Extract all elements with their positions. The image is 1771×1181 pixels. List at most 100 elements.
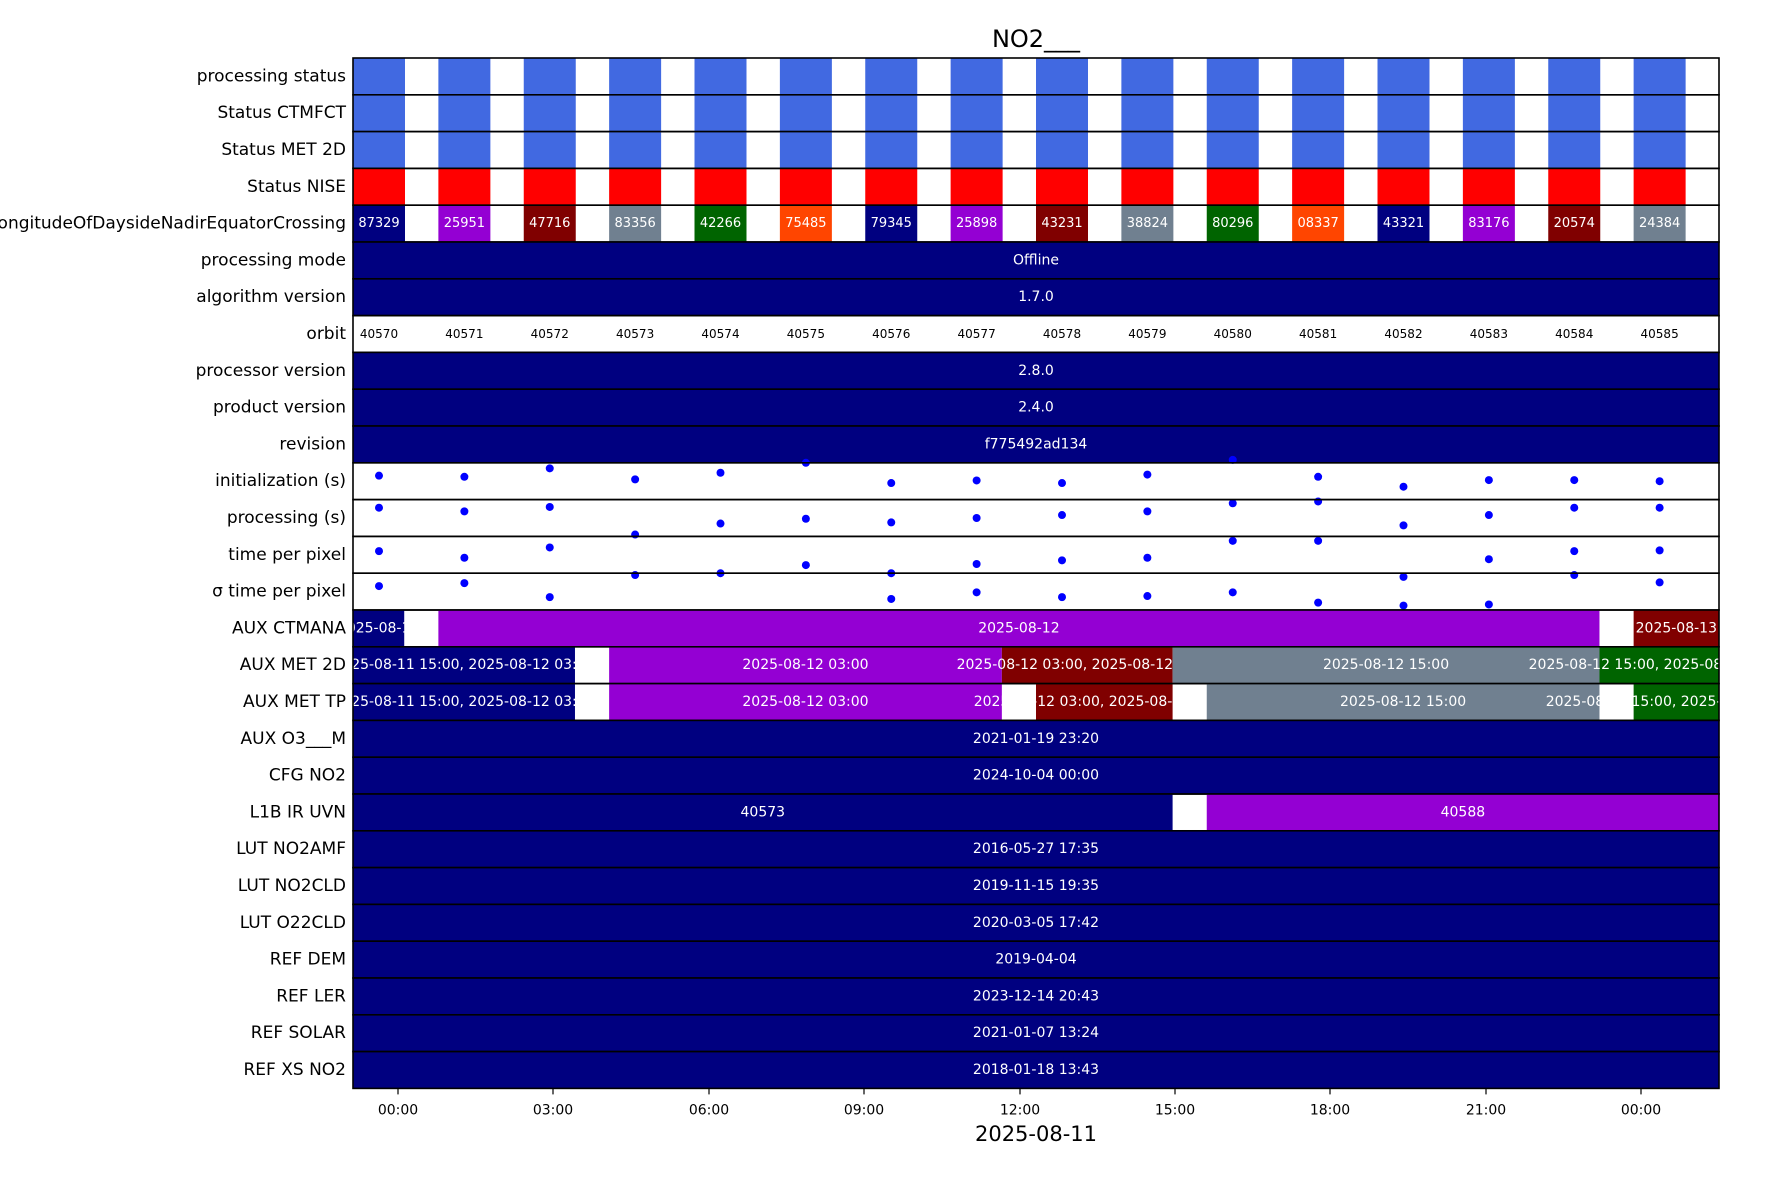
orbit-number: 40570 <box>360 327 398 341</box>
row-label: initialization (s) <box>215 471 346 491</box>
orbit-block <box>1462 131 1515 169</box>
row-label: L1B IR UVN <box>250 802 346 822</box>
orbit-block <box>523 58 576 95</box>
row-25: 2023-12-14 20:43 REF LER <box>276 977 1720 1016</box>
orbit-block <box>609 131 662 169</box>
row-label: revision <box>279 434 346 454</box>
segment-bar <box>353 278 1719 316</box>
orbit-block <box>779 168 832 206</box>
block-value: 80296 <box>1212 216 1253 231</box>
orbit-number: 40574 <box>701 327 739 341</box>
data-point <box>1484 511 1493 520</box>
data-point <box>1570 571 1579 580</box>
orbit-block <box>353 168 405 206</box>
orbit-block <box>1036 205 1088 242</box>
segment-label: 2025-08-12 03:00, 2025-08-12 15:00 <box>957 657 1218 673</box>
data-point <box>1228 588 1237 597</box>
segment-label: 2025-08-13 <box>1636 620 1717 636</box>
orbit-block <box>950 168 1003 206</box>
orbit-block <box>865 94 918 132</box>
data-point <box>631 475 640 484</box>
segment-bar <box>353 794 1173 831</box>
orbit-block <box>1633 168 1686 206</box>
row-10: f775492ad134 revision <box>279 425 1720 464</box>
data-point <box>1570 547 1579 556</box>
row-9: 2.4.0 product version <box>213 388 1720 427</box>
orbit-number: 40579 <box>1128 327 1166 341</box>
row-label: processing status <box>197 66 346 86</box>
row-label: AUX O3___M <box>241 729 347 749</box>
data-point <box>1655 546 1664 555</box>
orbit-block <box>353 205 405 242</box>
data-point <box>545 593 554 602</box>
segment-bar <box>353 426 1719 463</box>
row-6: 1.7.0 algorithm version <box>196 277 1720 317</box>
data-point <box>972 560 981 568</box>
orbit-block <box>950 94 1003 132</box>
segment-bar <box>1633 683 1719 721</box>
row-15: 2025-08-11 2025-08-12 2025-08-13 AUX CTMANA <box>232 609 1720 648</box>
row-label: REF XS NO2 <box>244 1060 347 1080</box>
data-point <box>375 547 383 556</box>
segment-label: f775492ad134 <box>985 436 1088 452</box>
row-13: time per pixel <box>228 535 1720 581</box>
segment-label: 2020-03-05 17:42 <box>973 915 1099 931</box>
data-point <box>375 503 383 512</box>
orbit-block <box>438 58 491 95</box>
orbit-block <box>438 168 491 206</box>
orbit-block <box>1548 94 1601 132</box>
data-point <box>1228 455 1237 464</box>
row-11: initialization (s) <box>215 455 1720 501</box>
segment-label: 2024-10-04 00:00 <box>973 768 1099 784</box>
x-tick-label: 21:00 <box>1466 1102 1506 1118</box>
segment-bar <box>353 610 405 647</box>
data-point <box>1399 601 1408 610</box>
orbit-block <box>1548 205 1601 242</box>
segment-label: 40588 <box>1441 804 1486 820</box>
data-point <box>887 518 896 527</box>
segment-bar <box>353 941 1719 978</box>
segment-label: 2025-08-11 15:00, 2025-08-12 03:00 <box>333 657 594 673</box>
segment-bar <box>353 867 1719 905</box>
data-point <box>545 464 554 473</box>
orbit-number: 40578 <box>1043 327 1081 341</box>
segment-label: 2025-08-12 03:00 <box>742 657 868 673</box>
orbit-block <box>865 205 918 242</box>
data-point <box>716 519 725 528</box>
segment-label: 2021-01-07 13:24 <box>973 1025 1099 1041</box>
row-19: 2024-10-04 00:00 CFG NO2 <box>269 756 1720 795</box>
data-point <box>972 514 981 522</box>
orbit-block <box>353 131 405 169</box>
row-label: processing mode <box>201 250 346 270</box>
orbit-block <box>438 94 491 132</box>
segment-label: 2025-08-12 15:00 <box>1323 657 1449 673</box>
orbit-block <box>779 131 832 169</box>
orbit-block <box>609 205 662 242</box>
block-value: 25951 <box>444 216 485 231</box>
orbit-number: 40572 <box>531 327 569 341</box>
row-label: algorithm version <box>196 287 346 307</box>
block-value: 08337 <box>1297 216 1338 231</box>
data-point <box>1570 503 1579 512</box>
block-value: 75485 <box>785 216 826 231</box>
segment-bar <box>353 720 1719 758</box>
row-label: orbit <box>306 324 346 344</box>
x-tick-label: 12:00 <box>1000 1102 1040 1118</box>
data-point <box>1058 556 1066 565</box>
segment-bar <box>1172 646 1600 684</box>
x-tick-label: 18:00 <box>1310 1102 1350 1118</box>
row-18: 2021-01-19 23:20 AUX O3___M <box>241 719 1720 759</box>
data-point <box>801 514 810 523</box>
orbit-block <box>779 205 832 242</box>
data-point <box>801 561 810 570</box>
data-point <box>545 502 554 511</box>
orbit-number: 40580 <box>1214 327 1252 341</box>
row-label: time per pixel <box>228 545 346 565</box>
orbit-block <box>779 94 832 132</box>
orbit-block <box>1206 131 1259 169</box>
data-point <box>631 571 640 580</box>
block-value: 87329 <box>358 216 399 231</box>
orbit-block <box>950 58 1003 95</box>
orbit-block <box>438 205 491 242</box>
orbit-block <box>353 94 405 132</box>
